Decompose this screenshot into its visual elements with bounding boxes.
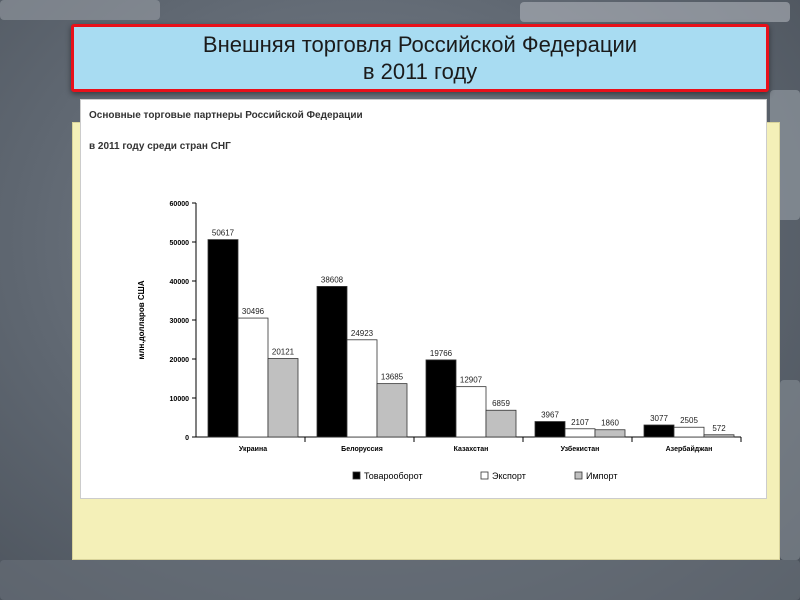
bar <box>485 409 517 438</box>
bar <box>455 386 487 438</box>
legend-label: Товарооборот <box>364 471 423 481</box>
bar-chart: 0 10000 20000 30000 40000 50000 60000 млн.долла… <box>137 201 742 481</box>
data-label: 2505 <box>680 416 698 425</box>
data-label: 30496 <box>242 307 265 316</box>
legend-label: Импорт <box>586 471 617 481</box>
data-label: 12907 <box>460 376 483 385</box>
y-tick-label: 10000 <box>170 396 190 403</box>
legend-swatch <box>352 471 361 480</box>
bar <box>534 421 566 438</box>
data-label: 20121 <box>272 348 295 357</box>
background-decoration <box>0 560 800 600</box>
x-tick-label: Украина <box>239 446 267 453</box>
data-label: 572 <box>712 424 726 433</box>
x-tick-label: Узбекистан <box>561 445 600 453</box>
y-axis-label: млн.долларов США <box>137 280 146 359</box>
data-label: 24923 <box>351 329 374 338</box>
bar <box>267 358 299 438</box>
bar <box>673 426 705 438</box>
chart-title: Основные торговые партнеры Российской Фе… <box>89 110 363 121</box>
bar <box>237 317 269 438</box>
bar <box>564 428 596 438</box>
bar <box>346 339 378 438</box>
bar <box>703 434 735 438</box>
background-decoration <box>780 380 800 560</box>
x-tick-label: Белоруссия <box>341 446 383 453</box>
bar <box>207 239 239 438</box>
legend-swatch <box>574 471 583 480</box>
chart-panel: Основные торговые партнеры Российской Фе… <box>80 99 767 499</box>
bar <box>643 424 675 438</box>
data-label: 50617 <box>212 229 235 238</box>
y-tick-label: 60000 <box>170 201 190 208</box>
chart-subtitle: в 2011 году среди стран СНГ <box>89 141 231 152</box>
legend-swatch <box>480 471 489 480</box>
x-tick-label: Азербайджан <box>666 445 713 453</box>
y-tick-label: 40000 <box>170 279 190 286</box>
y-tick-label: 0 <box>185 435 189 442</box>
data-label: 6859 <box>492 399 510 408</box>
data-label: 3967 <box>541 411 559 420</box>
legend-label: Экспорт <box>492 471 526 481</box>
slide-title-box: Внешняя торговля Российской Федерации в … <box>71 24 769 92</box>
data-label: 19766 <box>430 349 453 358</box>
bar <box>376 383 408 438</box>
data-label: 1860 <box>601 419 619 428</box>
slide-title-line-2: в 2011 году <box>362 59 478 84</box>
slide-title-line-1: Внешняя торговля Российской Федерации <box>202 32 638 57</box>
data-label: 38608 <box>321 275 344 284</box>
x-tick-label: Казахстан <box>454 446 489 453</box>
y-tick-label: 50000 <box>170 240 190 247</box>
bar <box>425 359 457 438</box>
y-tick-label: 30000 <box>170 318 190 325</box>
background-decoration <box>0 0 160 20</box>
data-label: 3077 <box>650 414 668 423</box>
data-label: 13685 <box>381 373 404 382</box>
background-decoration <box>520 2 790 22</box>
y-tick-label: 20000 <box>170 357 190 364</box>
bar <box>316 286 348 438</box>
bar <box>594 429 626 438</box>
data-label: 2107 <box>571 418 589 427</box>
